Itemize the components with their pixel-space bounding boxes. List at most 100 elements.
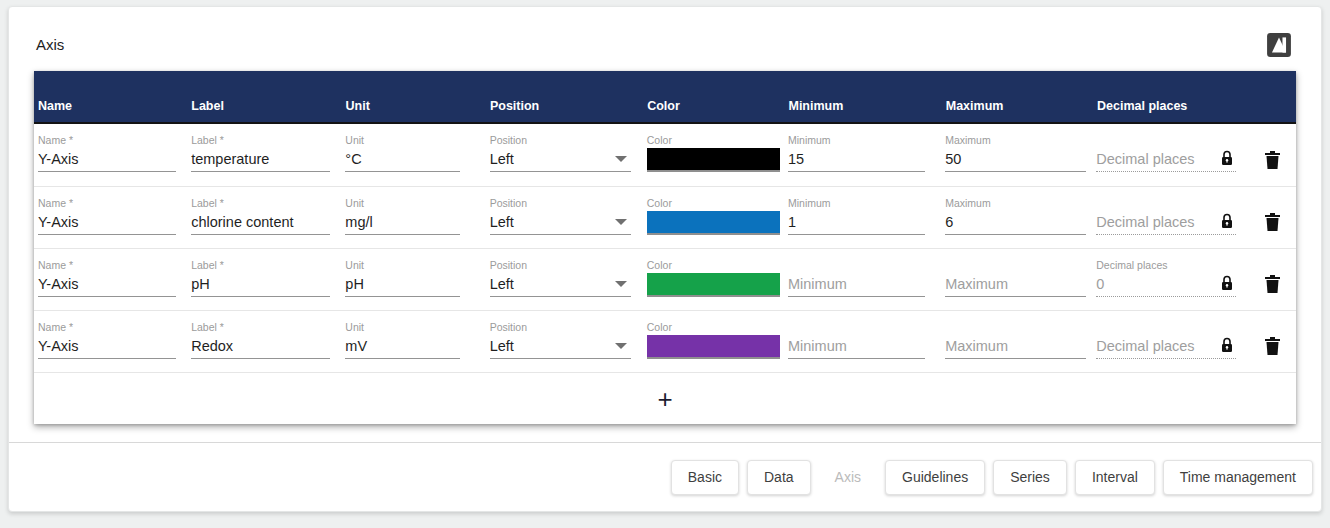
delete-row-button[interactable] bbox=[1260, 148, 1284, 174]
unit-input[interactable] bbox=[345, 272, 459, 297]
maximum-field-label bbox=[945, 258, 1086, 272]
chart-preview-button[interactable] bbox=[1266, 32, 1292, 58]
position-select-value: Left bbox=[490, 214, 615, 230]
position-select[interactable]: Left bbox=[490, 334, 631, 359]
minimum-field-label bbox=[788, 320, 925, 334]
lock-icon bbox=[1220, 150, 1234, 169]
position-field-label: Position bbox=[490, 320, 631, 334]
position-select[interactable]: Left bbox=[490, 272, 631, 297]
decimal-places-field-label bbox=[1096, 320, 1236, 334]
color-field-label: Color bbox=[647, 196, 780, 210]
label-input[interactable] bbox=[191, 334, 330, 359]
minimum-input[interactable] bbox=[788, 272, 925, 297]
tab-axis: Axis bbox=[819, 460, 877, 495]
column-header-minimum: Minimum bbox=[788, 99, 945, 113]
lock-icon bbox=[1220, 275, 1234, 294]
minimum-input[interactable] bbox=[788, 334, 925, 359]
tab-basic[interactable]: Basic bbox=[671, 460, 739, 495]
delete-row-button[interactable] bbox=[1260, 211, 1284, 237]
maximum-field-label: Maximum bbox=[945, 196, 1086, 210]
tab-time-management[interactable]: Time management bbox=[1163, 460, 1313, 495]
color-swatch[interactable] bbox=[647, 335, 780, 359]
trash-icon bbox=[1264, 336, 1281, 359]
maximum-input[interactable] bbox=[945, 147, 1086, 172]
maximum-input[interactable] bbox=[945, 272, 1086, 297]
lock-icon bbox=[1220, 337, 1234, 356]
trash-icon bbox=[1264, 274, 1281, 297]
column-header-decimal-places: Decimal places bbox=[1097, 99, 1248, 113]
column-header-unit: Unit bbox=[346, 99, 490, 113]
position-field-label: Position bbox=[490, 258, 631, 272]
unit-field-label: Unit bbox=[345, 133, 459, 147]
column-header-position: Position bbox=[490, 99, 647, 113]
unit-field-label: Unit bbox=[345, 320, 459, 334]
color-swatch[interactable] bbox=[647, 211, 780, 235]
plus-icon: + bbox=[657, 384, 672, 414]
axis-row: Name * Label * Unit Position Left Color bbox=[34, 124, 1296, 186]
unit-field-label: Unit bbox=[345, 196, 459, 210]
unit-input[interactable] bbox=[345, 210, 459, 235]
maximum-field-label: Maximum bbox=[945, 133, 1086, 147]
name-input[interactable] bbox=[38, 147, 176, 172]
maximum-field-label bbox=[945, 320, 1086, 334]
column-header-maximum: Maximum bbox=[946, 99, 1097, 113]
decimal-places-field-label: Decimal places bbox=[1096, 258, 1236, 272]
tab-guidelines[interactable]: Guidelines bbox=[885, 460, 985, 495]
name-input[interactable] bbox=[38, 210, 176, 235]
label-field-label: Label * bbox=[191, 258, 330, 272]
chevron-down-icon bbox=[615, 343, 627, 349]
minimum-input[interactable] bbox=[788, 147, 925, 172]
decimal-places-field-label bbox=[1096, 133, 1236, 147]
label-input[interactable] bbox=[191, 210, 330, 235]
tab-interval[interactable]: Interval bbox=[1075, 460, 1155, 495]
decimal-places-input[interactable] bbox=[1096, 272, 1218, 296]
lock-button[interactable] bbox=[1218, 274, 1236, 294]
title-bar: Axis bbox=[9, 7, 1321, 71]
lock-button[interactable] bbox=[1218, 336, 1236, 356]
name-field-label: Name * bbox=[38, 320, 176, 334]
unit-field-label: Unit bbox=[345, 258, 459, 272]
name-field-label: Name * bbox=[38, 196, 176, 210]
minimum-input[interactable] bbox=[788, 210, 925, 235]
unit-input[interactable] bbox=[345, 147, 459, 172]
tab-series[interactable]: Series bbox=[993, 460, 1067, 495]
tab-data[interactable]: Data bbox=[747, 460, 811, 495]
delete-row-button[interactable] bbox=[1260, 273, 1284, 299]
add-axis-button[interactable]: + bbox=[647, 384, 682, 414]
minimum-field-label: Minimum bbox=[788, 133, 925, 147]
color-swatch[interactable] bbox=[647, 273, 780, 297]
lock-button[interactable] bbox=[1218, 149, 1236, 169]
maximum-input[interactable] bbox=[945, 334, 1086, 359]
unit-input[interactable] bbox=[345, 334, 459, 359]
axis-table: Name Label Unit Position Color Minimum M… bbox=[34, 71, 1296, 424]
add-axis-row: + bbox=[34, 372, 1296, 424]
label-field-label: Label * bbox=[191, 320, 330, 334]
name-input[interactable] bbox=[38, 272, 176, 297]
maximum-input[interactable] bbox=[945, 210, 1086, 235]
position-select[interactable]: Left bbox=[490, 147, 631, 172]
position-select-value: Left bbox=[490, 276, 615, 292]
position-select-value: Left bbox=[490, 151, 615, 167]
decimal-places-input[interactable] bbox=[1096, 334, 1218, 358]
table-header-row: Name Label Unit Position Color Minimum M… bbox=[34, 71, 1296, 124]
color-swatch[interactable] bbox=[647, 148, 780, 172]
decimal-places-input[interactable] bbox=[1096, 210, 1218, 234]
name-input[interactable] bbox=[38, 334, 176, 359]
decimal-places-input[interactable] bbox=[1096, 147, 1218, 171]
label-input[interactable] bbox=[191, 272, 330, 297]
page-title: Axis bbox=[36, 36, 64, 53]
color-field-label: Color bbox=[647, 133, 780, 147]
color-field-label: Color bbox=[647, 258, 780, 272]
axis-row: Name * Label * Unit Position Left Color bbox=[34, 310, 1296, 372]
position-select[interactable]: Left bbox=[490, 210, 631, 235]
footer-tab-bar: Basic Data Axis Guidelines Series Interv… bbox=[9, 442, 1321, 511]
lock-icon bbox=[1220, 213, 1234, 232]
axis-row: Name * Label * Unit Position Left Color bbox=[34, 248, 1296, 310]
lock-button[interactable] bbox=[1218, 212, 1236, 232]
label-field-label: Label * bbox=[191, 133, 330, 147]
column-header-name: Name bbox=[38, 99, 191, 113]
delete-row-button[interactable] bbox=[1260, 335, 1284, 361]
column-header-color: Color bbox=[647, 99, 788, 113]
axis-settings-panel: Axis Name Label Unit Position Color Mini… bbox=[8, 6, 1322, 512]
label-input[interactable] bbox=[191, 147, 330, 172]
